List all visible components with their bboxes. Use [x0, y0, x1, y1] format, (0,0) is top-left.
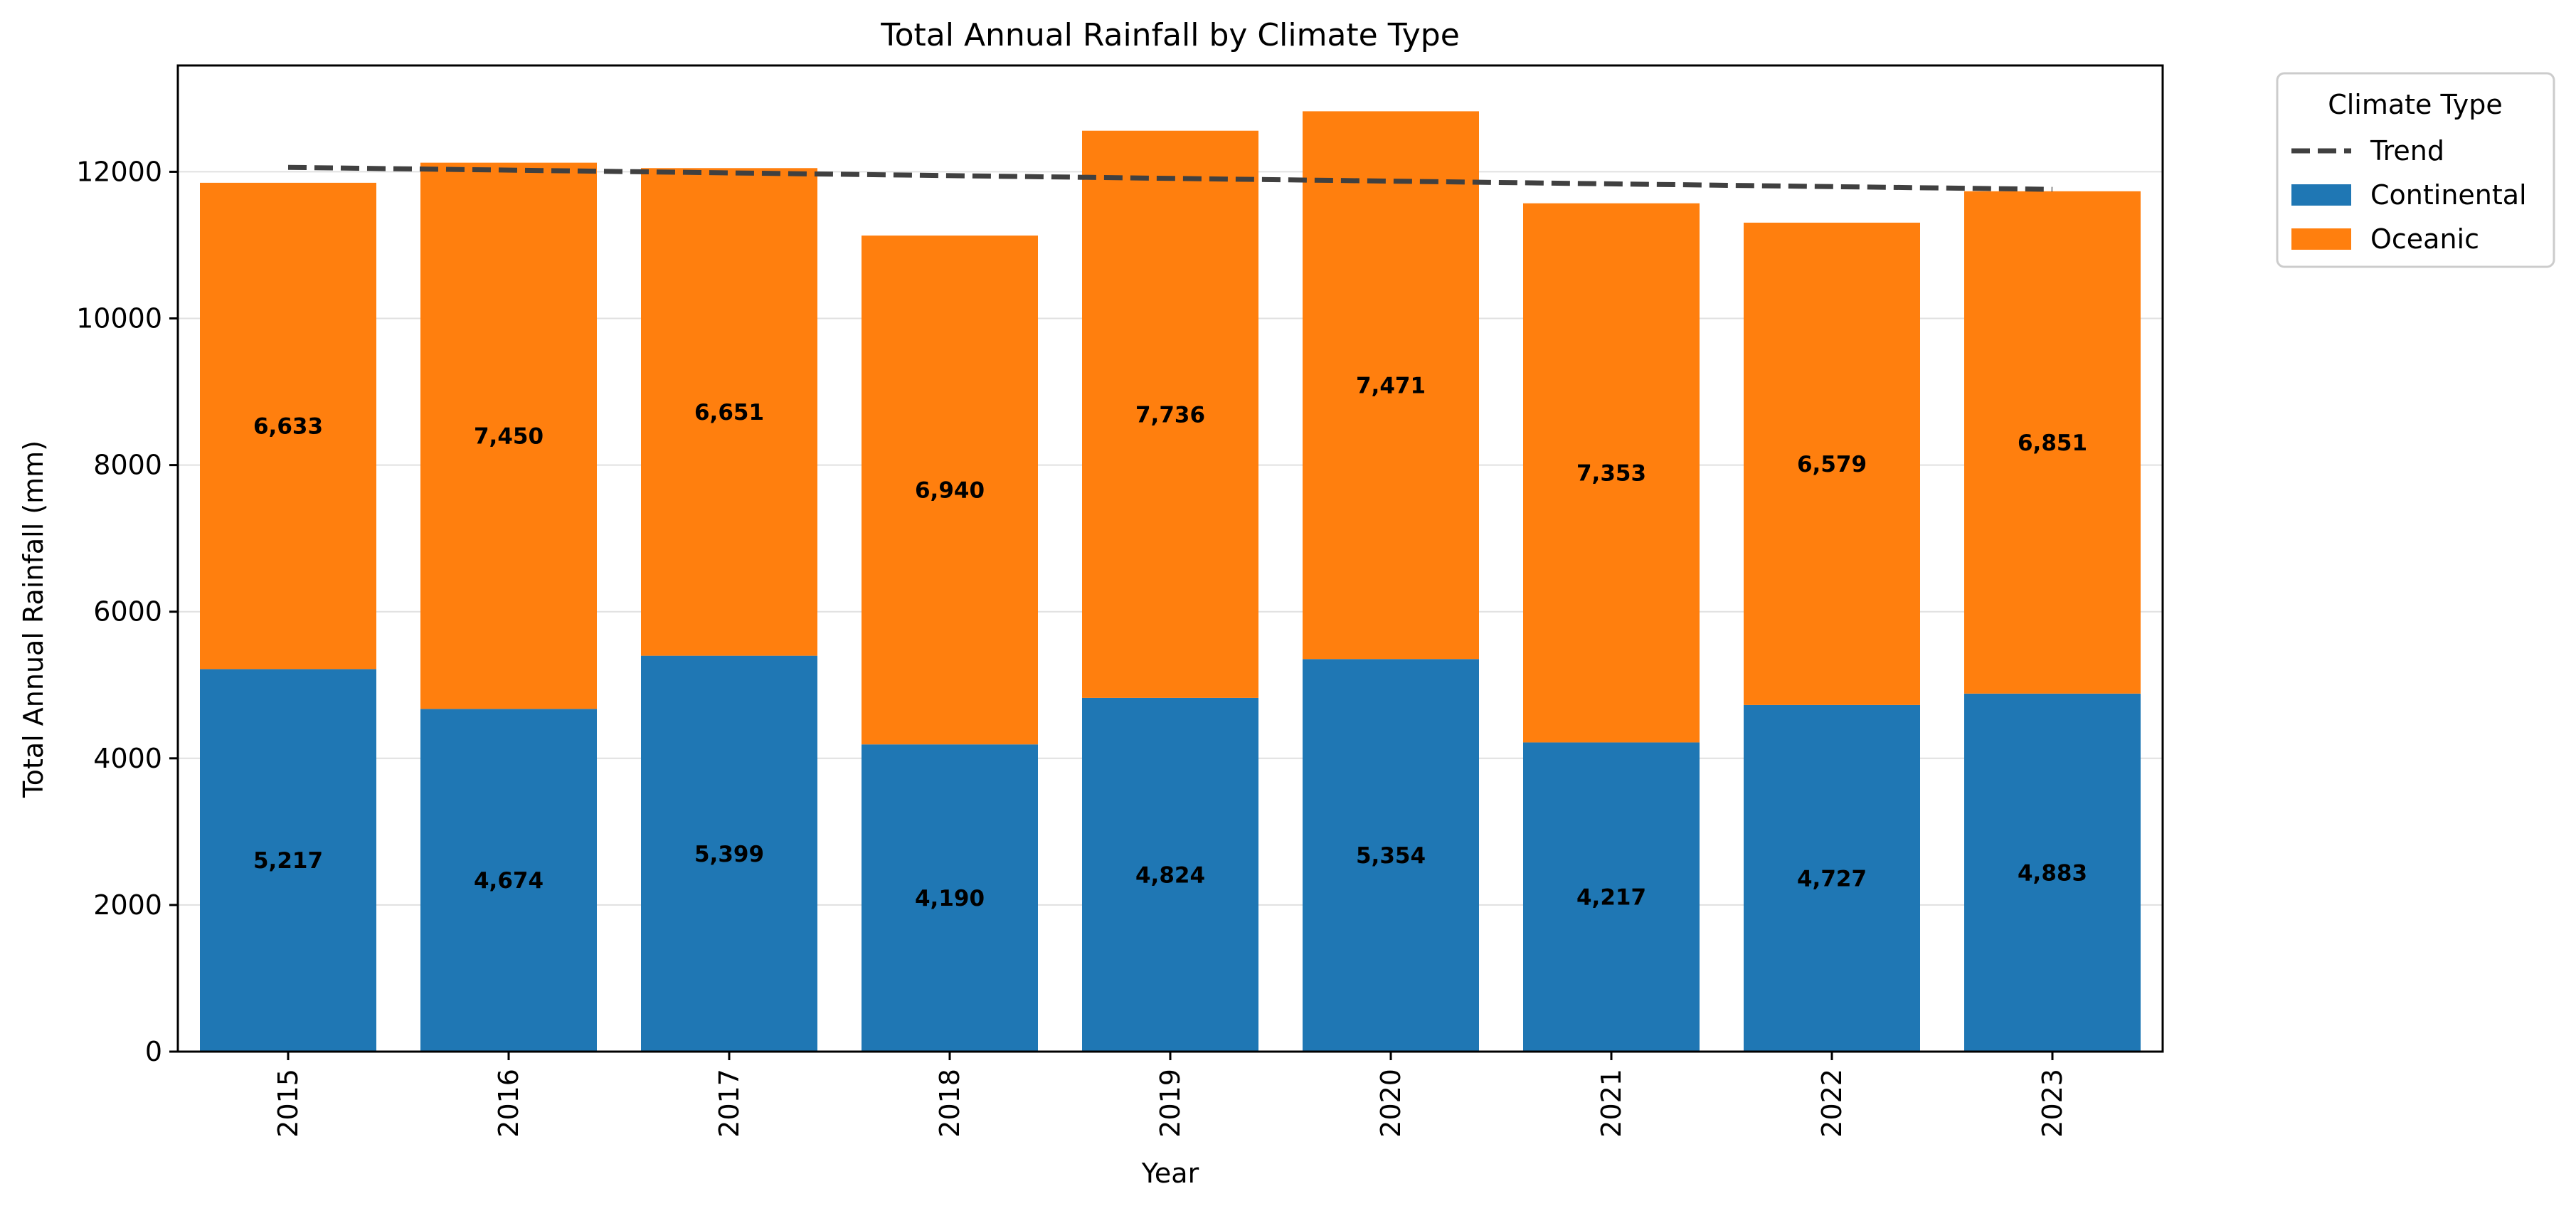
- y-tick-label: 6000: [93, 596, 162, 628]
- y-tick-label: 8000: [93, 450, 162, 481]
- data-label-oceanic-2015: 6,633: [253, 414, 323, 440]
- x-tick-label: 2020: [1375, 1069, 1406, 1138]
- y-axis: 0 2000 4000 6000 8000 10000 12000: [76, 156, 178, 1067]
- legend: Climate Type Trend Continental Oceanic: [2276, 72, 2555, 268]
- bar-oceanic-2023: [1964, 191, 2141, 694]
- data-label-oceanic-2020: 7,471: [1356, 373, 1426, 398]
- x-tick-label: 2015: [272, 1069, 304, 1138]
- chart-title: Total Annual Rainfall by Climate Type: [880, 17, 1460, 53]
- x-axis-label: Year: [1141, 1158, 1199, 1189]
- legend-title: Climate Type: [2328, 89, 2503, 120]
- data-label-continental-2016: 4,674: [474, 868, 544, 894]
- legend-continental-swatch: [2291, 184, 2351, 206]
- x-tick-label: 2021: [1596, 1069, 1627, 1138]
- bar-continental-2016: [420, 709, 597, 1052]
- y-tick-label: 0: [145, 1036, 162, 1067]
- bar-continental-2023: [1964, 693, 2141, 1052]
- legend-box: [2276, 72, 2555, 268]
- bar-oceanic-2020: [1303, 111, 1479, 660]
- data-label-continental-2021: 4,217: [1576, 885, 1646, 911]
- x-tick-label: 2018: [934, 1069, 965, 1138]
- bar-continental-2018: [862, 744, 1038, 1052]
- legend-label-trend: Trend: [2370, 135, 2444, 166]
- data-label-continental-2023: 4,883: [2018, 860, 2087, 886]
- data-label-oceanic-2017: 6,651: [694, 400, 764, 425]
- y-axis-label: Total Annual Rainfall (mm): [18, 440, 49, 798]
- bar-oceanic-2017: [641, 168, 817, 656]
- x-axis: 2015 2016 2017 2018 2019 2020 2021 2022 2023: [272, 1052, 2068, 1138]
- bar-continental-2017: [641, 655, 817, 1052]
- x-tick-label: 2016: [493, 1069, 524, 1138]
- y-tick-label: 4000: [93, 743, 162, 774]
- bar-oceanic-2016: [420, 162, 597, 709]
- data-label-continental-2015: 5,217: [253, 848, 323, 874]
- bar-oceanic-2021: [1523, 203, 1700, 743]
- data-label-oceanic-2021: 7,353: [1576, 461, 1646, 487]
- bar-labels: 5,217 6,633 4,674 7,450 5,399 6,651 4,190 6,940…: [253, 373, 2087, 911]
- y-tick-label: 12000: [76, 156, 162, 187]
- x-tick-label: 2019: [1155, 1069, 1186, 1138]
- bar-oceanic-2022: [1744, 222, 1920, 705]
- y-tick-label: 2000: [93, 889, 162, 921]
- bar-continental-2021: [1523, 742, 1700, 1052]
- legend-oceanic-swatch: [2291, 228, 2351, 250]
- bar-oceanic-2019: [1082, 130, 1258, 698]
- bar-continental-2020: [1303, 659, 1479, 1052]
- data-label-oceanic-2019: 7,736: [1135, 402, 1205, 428]
- data-label-continental-2018: 4,190: [915, 886, 985, 911]
- data-label-continental-2019: 4,824: [1135, 862, 1205, 888]
- x-tick-label: 2023: [2037, 1069, 2068, 1138]
- data-label-oceanic-2023: 6,851: [2018, 430, 2087, 456]
- legend-label-oceanic: Oceanic: [2370, 223, 2479, 255]
- data-label-continental-2017: 5,399: [694, 842, 764, 867]
- y-tick-label: 10000: [76, 303, 162, 334]
- bar-continental-2015: [200, 669, 376, 1052]
- x-tick-label: 2017: [714, 1069, 745, 1138]
- trend-line: [287, 164, 2053, 192]
- bar-continental-2019: [1082, 697, 1258, 1052]
- data-label-oceanic-2018: 6,940: [915, 478, 985, 504]
- data-label-oceanic-2022: 6,579: [1797, 452, 1867, 477]
- legend-label-continental: Continental: [2370, 179, 2527, 211]
- data-label-oceanic-2016: 7,450: [474, 423, 544, 449]
- bar-oceanic-2015: [200, 182, 376, 670]
- x-tick-label: 2022: [1816, 1069, 1848, 1138]
- bars: [200, 111, 2141, 1052]
- bar-continental-2022: [1744, 704, 1920, 1052]
- data-label-continental-2020: 5,354: [1356, 843, 1426, 869]
- data-label-continental-2022: 4,727: [1797, 866, 1867, 892]
- bar-oceanic-2018: [862, 236, 1038, 745]
